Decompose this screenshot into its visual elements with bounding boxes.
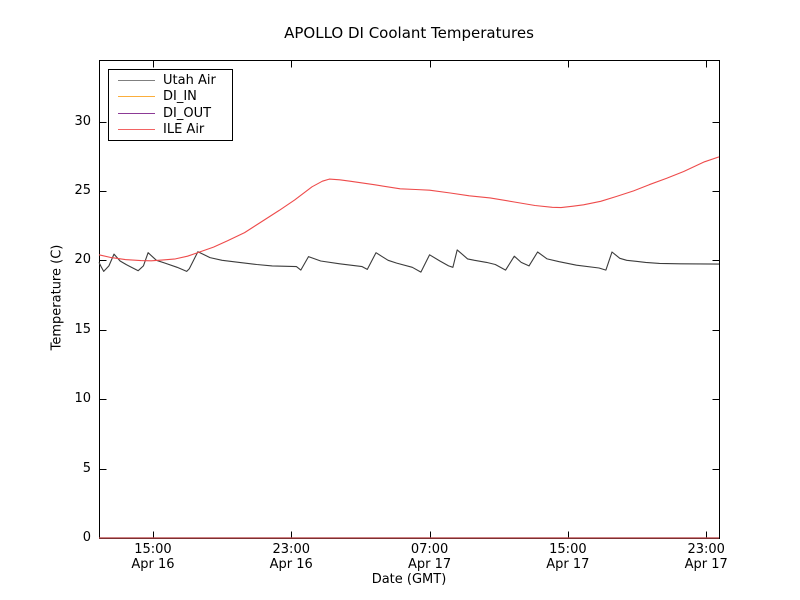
x-axis-label: Date (GMT) xyxy=(371,572,447,587)
x-tick-time: 23:00 xyxy=(272,542,310,557)
series-line-ile-air xyxy=(98,156,720,262)
legend-entry: DI_IN xyxy=(118,89,232,105)
legend-entry: DI_OUT xyxy=(118,105,232,121)
legend-label: ILE Air xyxy=(163,122,205,138)
legend-line-sample xyxy=(118,96,155,98)
legend-entry: Utah Air xyxy=(118,72,232,88)
x-tick-time: 15:00 xyxy=(549,542,587,557)
x-tick-time: 23:00 xyxy=(687,542,725,557)
x-tick-time: 15:00 xyxy=(134,542,172,557)
x-tick-label: 23:00 Apr 17 xyxy=(664,542,748,572)
y-tick-label: 10 xyxy=(74,391,91,407)
legend-entry: ILE Air xyxy=(118,122,232,138)
y-tick-label: 5 xyxy=(82,460,91,476)
y-tick-label: 0 xyxy=(82,530,91,545)
x-tick-time: 07:00 xyxy=(410,542,449,557)
legend-label: DI_OUT xyxy=(163,105,212,121)
legend: Utah Air DI_IN DI_OUT ILE Air xyxy=(108,69,233,141)
x-tick-label: 15:00 Apr 17 xyxy=(526,542,610,572)
x-tick-label: 15:00 Apr 16 xyxy=(111,542,195,572)
x-tick-label: 07:00 Apr 17 xyxy=(388,542,472,572)
x-tick-date: Apr 17 xyxy=(407,557,452,572)
y-tick-label: 25 xyxy=(74,182,91,198)
legend-line-sample xyxy=(118,112,155,114)
x-tick-date: Apr 17 xyxy=(546,557,590,572)
chart-title: APOLLO DI Coolant Temperatures xyxy=(284,24,534,42)
legend-label: DI_IN xyxy=(163,89,197,105)
x-tick-label: 23:00 Apr 16 xyxy=(249,542,333,572)
x-tick-date: Apr 16 xyxy=(131,557,175,572)
x-tick-date: Apr 16 xyxy=(269,557,313,572)
series-line-utah-air xyxy=(98,249,720,273)
x-tick-date: Apr 17 xyxy=(684,557,728,572)
legend-line-sample xyxy=(118,129,155,131)
legend-line-sample xyxy=(118,79,155,81)
legend-label: Utah Air xyxy=(163,72,216,88)
y-tick-label: 20 xyxy=(74,252,91,268)
y-tick-label: 15 xyxy=(74,321,91,337)
y-tick-label: 30 xyxy=(74,113,91,129)
